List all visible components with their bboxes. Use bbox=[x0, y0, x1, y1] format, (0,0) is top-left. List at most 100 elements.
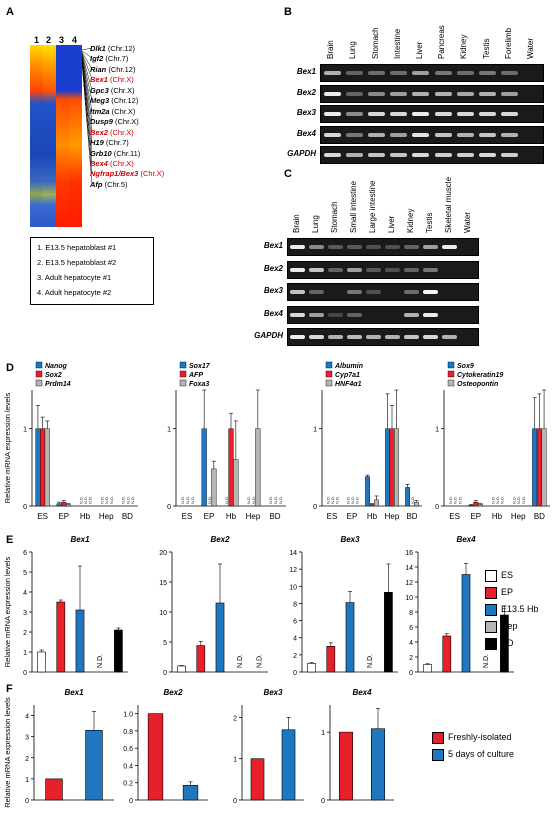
nd-label: N.D. bbox=[78, 496, 83, 504]
gel-band bbox=[442, 335, 457, 339]
x-tick-label: BD bbox=[406, 512, 417, 521]
bar bbox=[233, 459, 239, 507]
legend-swatch bbox=[485, 638, 497, 650]
gel-image bbox=[320, 146, 544, 164]
y-tick-label: 15 bbox=[159, 580, 167, 587]
gel-band bbox=[423, 290, 438, 294]
y-tick-label: 0 bbox=[23, 504, 27, 511]
y-tick-label: 3 bbox=[23, 610, 27, 617]
y-tick-label: 1 bbox=[321, 730, 325, 737]
gel-band bbox=[412, 71, 430, 75]
gel-band bbox=[456, 112, 474, 116]
bar bbox=[196, 645, 206, 673]
y-tick-label: 0 bbox=[25, 798, 29, 805]
legend-label: Cyp7a1 bbox=[335, 372, 360, 379]
y-tick-label: 6 bbox=[409, 625, 413, 632]
gel-band bbox=[434, 71, 452, 75]
gel-band bbox=[456, 153, 474, 157]
nd-label: N.D. bbox=[495, 496, 500, 504]
gel-band bbox=[479, 153, 496, 157]
y-tick-label: 0 bbox=[435, 504, 439, 511]
y-tick-label: 12 bbox=[405, 580, 413, 587]
gel-band bbox=[368, 112, 385, 116]
gel-band bbox=[366, 290, 381, 294]
gel-row-label: Bex4 bbox=[296, 128, 316, 138]
nd-label: N.D. bbox=[521, 496, 526, 504]
nd-label: N.D. bbox=[367, 654, 374, 668]
sample-key-item: 4. Adult hepatocyte #2 bbox=[37, 288, 112, 297]
gel-image bbox=[287, 283, 479, 301]
gel-row-label: GAPDH bbox=[287, 149, 316, 158]
legend-swatch bbox=[485, 604, 497, 616]
nd-label: N.D. bbox=[483, 654, 490, 668]
y-tick-label: 8 bbox=[293, 601, 297, 608]
gel-band bbox=[501, 132, 519, 137]
gel-band bbox=[309, 312, 324, 317]
bar bbox=[370, 728, 386, 801]
x-tick-label: ES bbox=[449, 512, 460, 521]
gel-row-label: Bex4 bbox=[263, 308, 283, 318]
y-tick-label: 6 bbox=[293, 619, 297, 626]
gel-band bbox=[328, 245, 343, 249]
gel-band bbox=[347, 245, 362, 249]
x-tick-label: EP bbox=[58, 512, 69, 521]
bar bbox=[211, 468, 217, 507]
y-tick-label: 0.6 bbox=[123, 746, 133, 753]
nd-label: N.D. bbox=[100, 496, 105, 504]
bar bbox=[442, 635, 452, 673]
bar bbox=[250, 758, 265, 801]
gel-band bbox=[385, 335, 400, 339]
y-tick-label: 1 bbox=[167, 427, 171, 434]
gel-band bbox=[456, 132, 474, 137]
legend-swatch bbox=[325, 361, 333, 369]
gene-label: Dusp9 (Chr.X) bbox=[90, 117, 139, 127]
gel-band bbox=[368, 91, 385, 96]
y-tick-label: 1 bbox=[313, 427, 317, 434]
x-tick-label: Hep bbox=[385, 512, 400, 521]
gel-band bbox=[501, 91, 519, 96]
y-tick-label: 5 bbox=[23, 570, 27, 577]
gel-band bbox=[479, 71, 496, 75]
bar bbox=[56, 601, 66, 673]
nd-label: N.D. bbox=[104, 496, 109, 504]
bar bbox=[182, 785, 199, 801]
gel-band bbox=[412, 91, 430, 96]
gel-band bbox=[345, 71, 363, 75]
legend-label: Albumin bbox=[334, 363, 363, 370]
gel-band bbox=[309, 290, 324, 294]
nd-label: N.D. bbox=[130, 496, 135, 504]
gene-label: Rian (Chr.12) bbox=[90, 64, 136, 74]
heatmap-col-3: 3 bbox=[59, 35, 65, 45]
legend-label: E13.5 Hb bbox=[501, 604, 539, 614]
gel-band bbox=[404, 267, 419, 272]
gel-row-label: Bex2 bbox=[296, 87, 316, 97]
gel-row-label: Bex2 bbox=[263, 263, 283, 273]
gel-image bbox=[287, 260, 479, 279]
gel-band bbox=[434, 91, 452, 96]
nd-label: N.D. bbox=[125, 496, 130, 504]
gel-band bbox=[412, 153, 430, 157]
y-tick-label: 0 bbox=[163, 670, 167, 677]
bar bbox=[384, 591, 393, 673]
y-tick-label: 12 bbox=[289, 567, 297, 574]
y-tick-label: 2 bbox=[293, 653, 297, 660]
gel-row-label: Bex1 bbox=[296, 67, 316, 76]
gene-label: Dlk1 (Chr.12) bbox=[90, 44, 136, 53]
x-tick-label: Hep bbox=[99, 512, 114, 521]
heatmap-col-2: 2 bbox=[46, 35, 52, 45]
legend-swatch bbox=[447, 379, 455, 387]
gel-band bbox=[385, 267, 400, 272]
gene-label: Gpc3 (Chr.X) bbox=[90, 85, 135, 95]
legend-label: Sox9 bbox=[457, 363, 474, 370]
legend-swatch bbox=[485, 587, 497, 599]
gel-band bbox=[404, 290, 419, 294]
gel-band bbox=[345, 112, 363, 116]
nd-label: N.D. bbox=[500, 496, 505, 504]
y-tick-label: 5 bbox=[163, 640, 167, 647]
gel-band bbox=[390, 91, 408, 96]
gel-band bbox=[323, 112, 341, 116]
y-tick-label: 16 bbox=[405, 550, 413, 557]
gel-band bbox=[385, 245, 400, 249]
x-tick-label: Hb bbox=[226, 512, 237, 521]
